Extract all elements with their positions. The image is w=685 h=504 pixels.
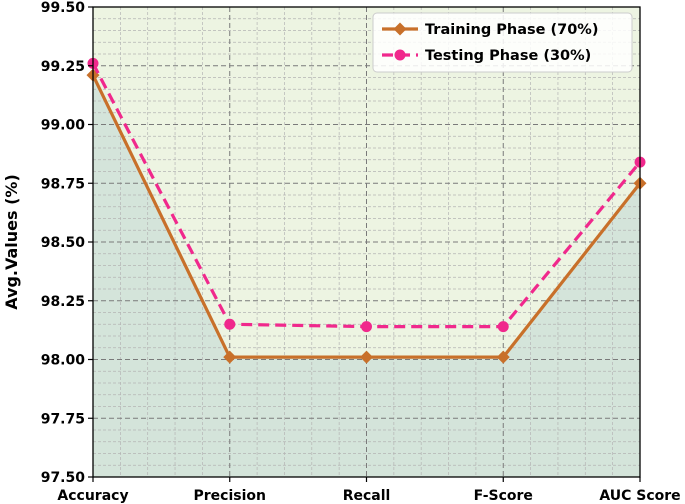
y-tick-label: 97.75 xyxy=(41,411,85,427)
legend-marker-circle xyxy=(394,49,406,61)
legend: Training Phase (70%) Testing Phase (30%) xyxy=(372,12,633,73)
legend-label-1: Training Phase (70%) xyxy=(425,22,598,38)
data-point-diamond xyxy=(223,350,237,364)
series-layer xyxy=(86,57,647,364)
y-tick-label: 99.00 xyxy=(41,118,86,134)
x-tick-label: AUC Score xyxy=(599,488,680,504)
major-grid xyxy=(93,7,640,477)
y-tick-label: 99.50 xyxy=(41,0,86,16)
legend-marker-diamond xyxy=(393,22,407,36)
y-tick-label: 98.25 xyxy=(41,294,85,310)
y-tick-label: 97.50 xyxy=(41,470,86,486)
y-tick-label: 99.25 xyxy=(41,59,85,75)
y-tick-label: 98.00 xyxy=(41,353,86,369)
x-tick-label: Accuracy xyxy=(57,488,128,504)
data-point-circle xyxy=(497,321,509,333)
x-tick-labels: Accuracy Precision Recall F-Score AUC Score xyxy=(57,488,680,504)
data-point-circle xyxy=(224,318,236,330)
y-tick-labels: 97.50 97.75 98.00 98.25 98.50 98.75 99.00 99.25… xyxy=(41,0,86,486)
y-tick-label: 98.50 xyxy=(41,235,86,251)
y-tick-label: 98.75 xyxy=(41,176,85,192)
axes xyxy=(88,6,641,482)
x-tick-label: Precision xyxy=(194,488,266,504)
x-tick-label: Recall xyxy=(343,488,391,504)
legend-box xyxy=(372,12,633,73)
data-point-diamond xyxy=(360,350,373,364)
data-point-circle xyxy=(361,321,372,333)
x-tick-label: F-Score xyxy=(474,488,533,504)
y-axis-label: Avg.Values (%) xyxy=(2,174,21,310)
legend-label-2: Testing Phase (30%) xyxy=(425,48,591,64)
data-point-diamond xyxy=(496,350,510,364)
